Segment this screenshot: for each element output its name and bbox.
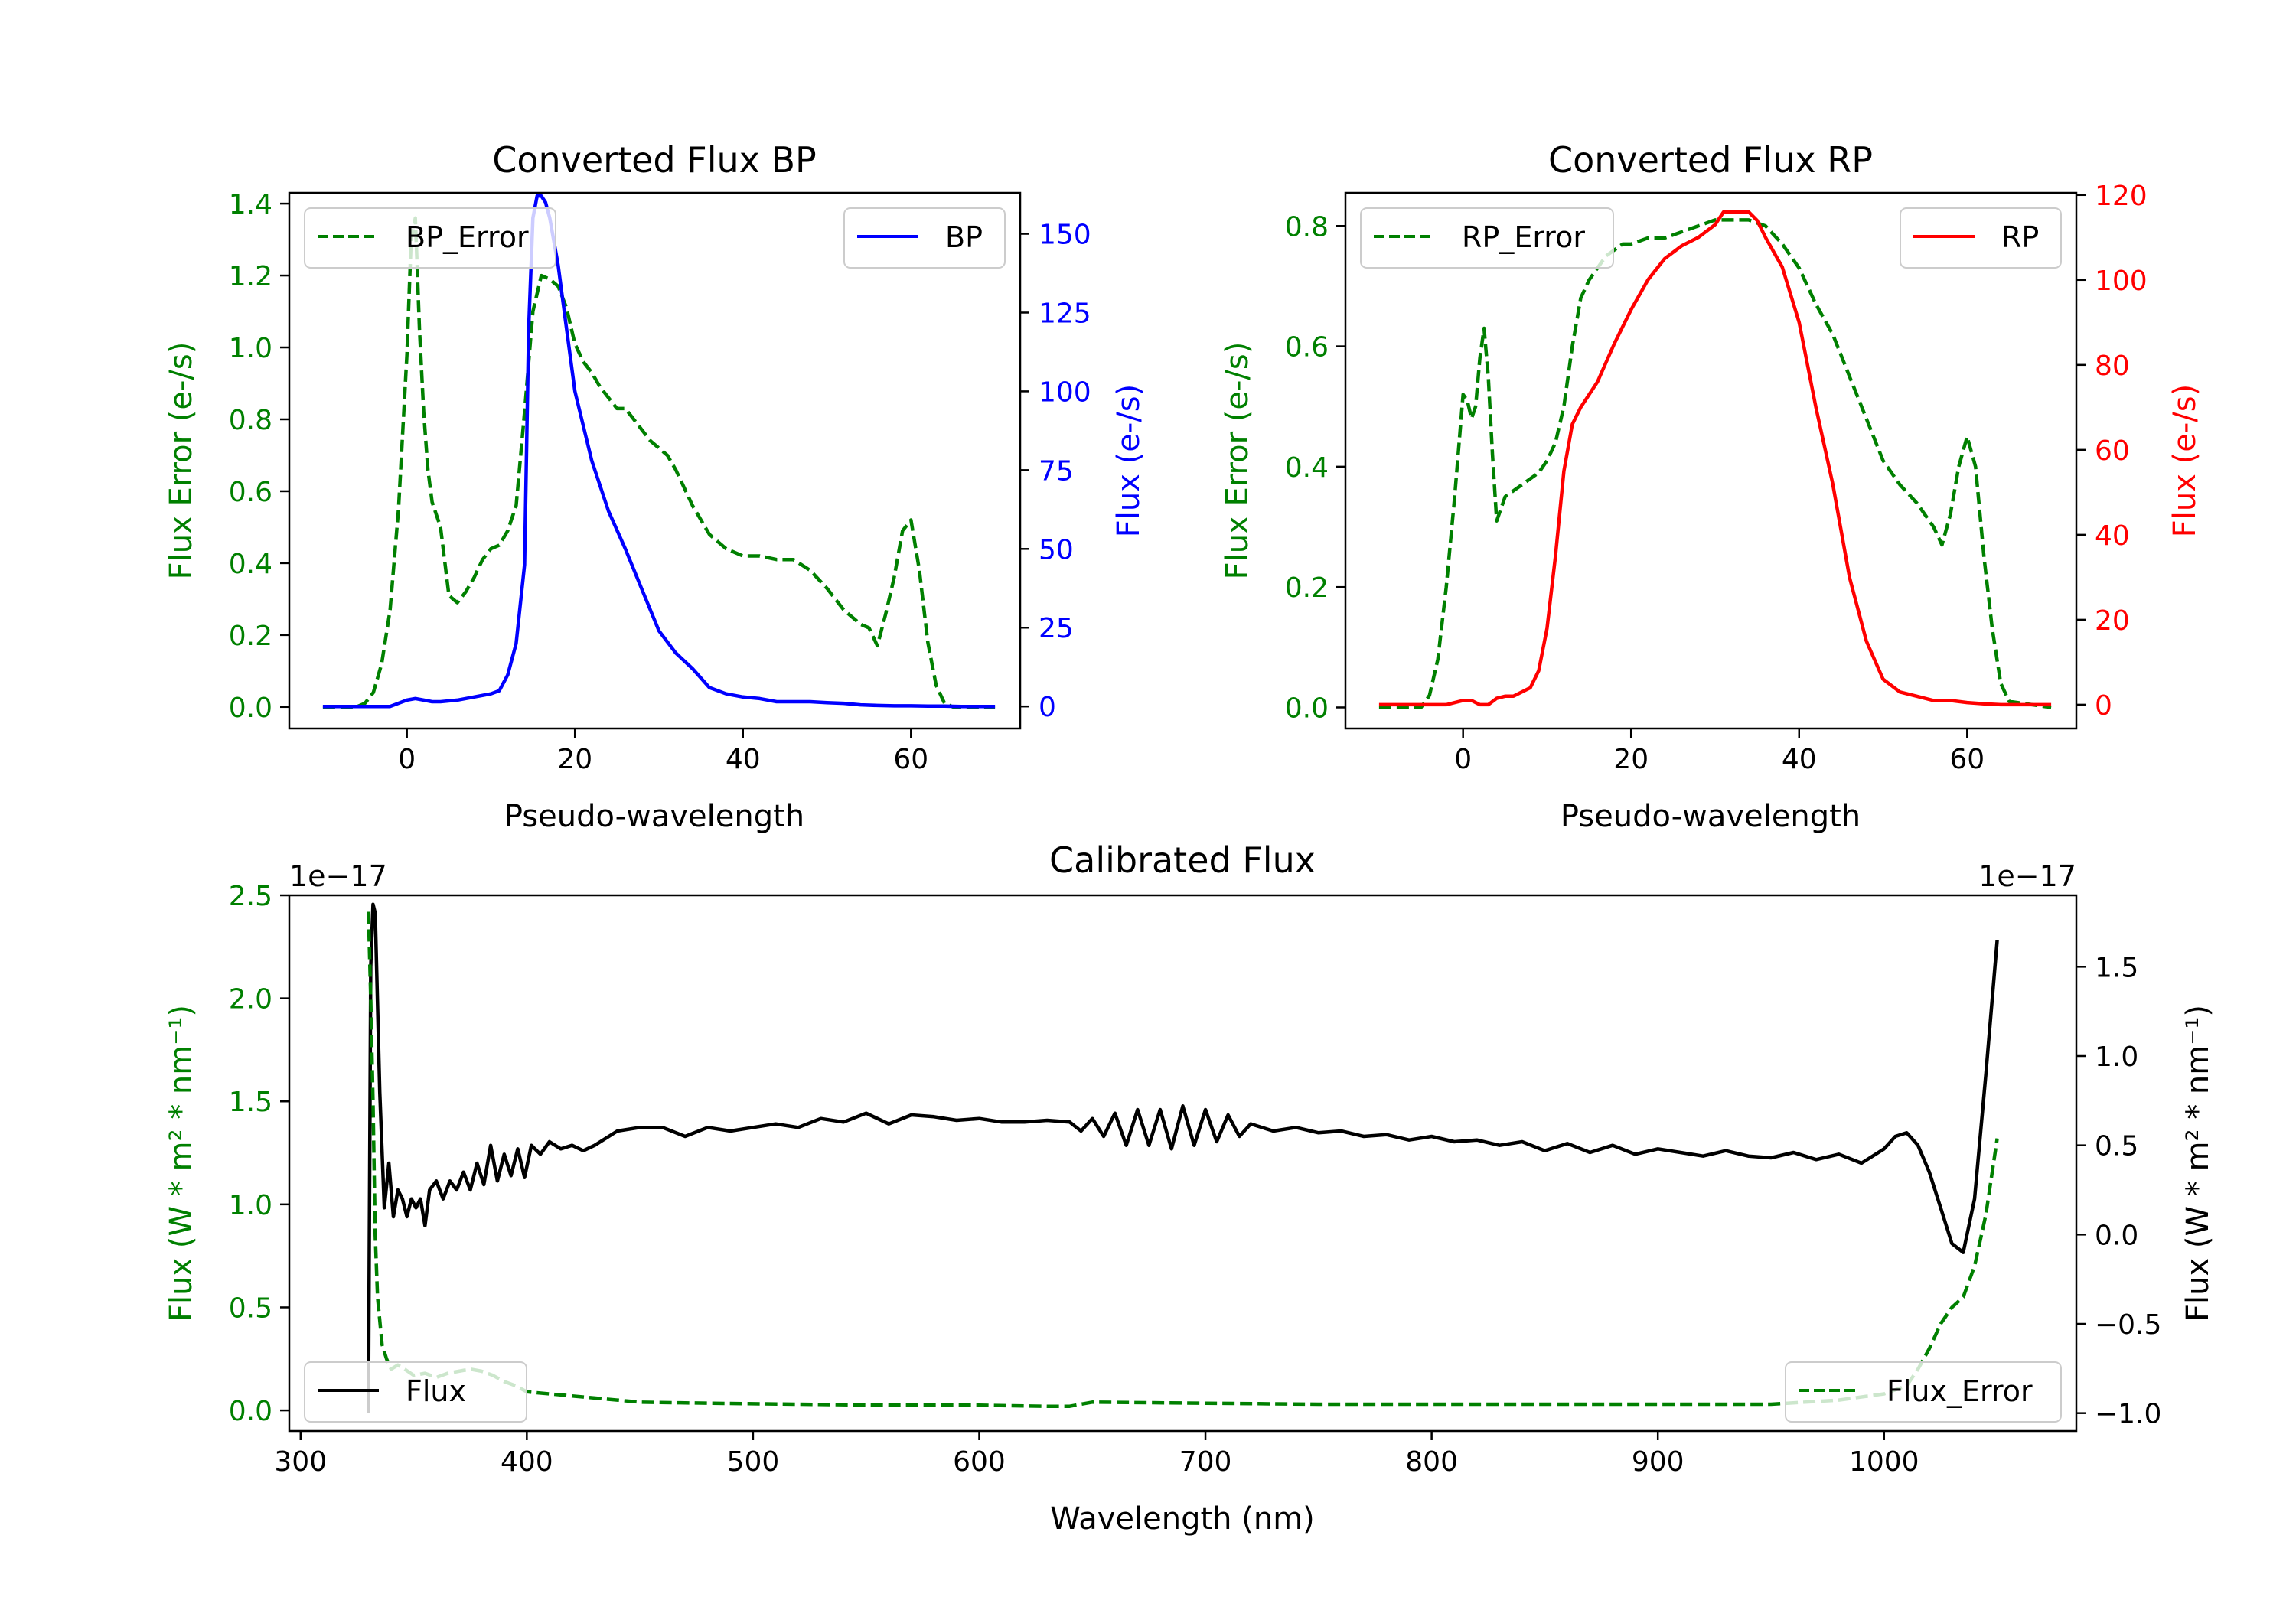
calibrated-x-tick-label: 800	[1405, 1446, 1458, 1478]
calibrated-legend-flux-label: Flux	[406, 1374, 466, 1408]
bp-y-right-tick-label: 25	[1039, 613, 1074, 644]
bp-legend-flux-label: BP	[945, 220, 983, 254]
calibrated-panel: Calibrated Flux 1e−17 1e−17 300 400 500 600…	[164, 839, 2216, 1537]
calibrated-x-tick-label: 300	[274, 1446, 327, 1478]
calibrated-x-tick-label: 1000	[1849, 1446, 1919, 1478]
calibrated-y-right-tick-label: 1.5	[2095, 952, 2138, 983]
rp-y-right-tick-label: 60	[2095, 435, 2130, 467]
bp-x-tick-label: 40	[726, 744, 761, 775]
rp-panel: Converted Flux RP 0 20 40 60 0.0 0.2 0.4 0.6 0.8…	[1220, 139, 2203, 834]
rp-legend-error: RP_Error	[1360, 207, 1614, 269]
rp-series-rp	[1378, 210, 2052, 707]
bp-series-bp	[322, 194, 996, 709]
rp-y-left-tick-label: 0.6	[1285, 332, 1329, 363]
bp-y-right-tick-label: 125	[1039, 298, 1091, 329]
rp-y-left-tick-label: 0.2	[1285, 572, 1329, 604]
bp-y-right-tick-label: 150	[1039, 220, 1091, 251]
calibrated-x-tick-label: 400	[501, 1446, 553, 1478]
rp-frame	[1344, 191, 2078, 730]
rp-y-left-tick-label: 0.0	[1285, 693, 1329, 724]
rp-y-right-tick-label: 20	[2095, 605, 2130, 637]
bp-x-label: Pseudo-wavelength	[504, 799, 804, 834]
rp-y-right-tick-label: 120	[2095, 181, 2148, 212]
bp-y-right-tick-label: 0	[1039, 692, 1056, 723]
calibrated-x-tick-label: 700	[1179, 1446, 1232, 1478]
rp-legend-error-label: RP_Error	[1462, 220, 1585, 254]
calibrated-x-tick-label: 900	[1632, 1446, 1684, 1478]
bp-x-tick-label: 60	[893, 744, 928, 775]
bp-y-left-tick-label: 1.2	[229, 261, 272, 292]
calibrated-y-left-tick-label: 0.0	[229, 1396, 272, 1427]
calibrated-y-left-tick-label: 0.5	[229, 1292, 272, 1324]
bp-y-left-tick-label: 0.0	[229, 693, 272, 724]
bp-legend-flux: BP	[843, 207, 1006, 269]
bp-y-left-tick-label: 0.8	[229, 405, 272, 436]
bp-x-tick-label: 0	[398, 744, 416, 775]
bp-y-left-tick-label: 1.4	[229, 189, 272, 220]
rp-x-tick-label: 0	[1454, 744, 1472, 775]
calibrated-title: Calibrated Flux	[1049, 839, 1316, 881]
calibrated-x-tick-label: 500	[727, 1446, 780, 1478]
calibrated-series-flux	[367, 902, 1999, 1413]
calibrated-y-right-tick-label: −0.5	[2095, 1309, 2161, 1341]
rp-y-right-tick-label: 0	[2095, 690, 2112, 722]
bp-legend-error: BP_Error	[304, 207, 556, 269]
calibrated-series-flux-error	[367, 911, 1999, 1408]
bp-y-label-right: Flux (e-/s)	[1111, 384, 1146, 537]
calibrated-y-left-tick-label: 2.0	[229, 984, 272, 1015]
rp-legend-flux: RP	[1900, 207, 2062, 269]
bp-series-bp-error	[322, 216, 996, 709]
rp-series-rp-error	[1378, 218, 2052, 709]
bp-frame	[288, 191, 1022, 730]
rp-plot-area: 0 20 40 60 0.0 0.2 0.4 0.6 0.8 0 20 40 60 80 100 120	[1285, 181, 2148, 775]
rp-y-left-tick-label: 0.4	[1285, 452, 1329, 484]
rp-x-label: Pseudo-wavelength	[1561, 799, 1861, 834]
rp-y-right-tick-label: 80	[2095, 350, 2130, 382]
bp-panel: Converted Flux BP 0 20 40 60 0.0 0.2 0.4 0.6 0.8…	[164, 139, 1146, 834]
bp-plot-area: 0 20 40 60 0.0 0.2 0.4 0.6 0.8 1.0 1.2 1.4 0 25 50 75 10…	[229, 189, 1091, 775]
calibrated-offset-left: 1e−17	[289, 859, 387, 893]
calibrated-y-right-tick-label: 0.5	[2095, 1131, 2138, 1162]
rp-y-left-tick-label: 0.8	[1285, 211, 1329, 243]
bp-y-right-tick-label: 75	[1039, 455, 1074, 487]
bp-y-left-tick-label: 0.6	[229, 477, 272, 508]
rp-legend-flux-label: RP	[2001, 220, 2039, 254]
calibrated-y-left-tick-label: 1.0	[229, 1190, 272, 1221]
bp-y-left-tick-label: 0.4	[229, 549, 272, 580]
rp-y-label-right: Flux (e-/s)	[2167, 384, 2203, 537]
calibrated-legend-error-label: Flux_Error	[1887, 1374, 2033, 1408]
calibrated-x-tick-label: 600	[953, 1446, 1006, 1478]
calibrated-y-right-tick-label: −1.0	[2095, 1399, 2161, 1430]
calibrated-x-label: Wavelength (nm)	[1050, 1501, 1315, 1537]
bp-title: Converted Flux BP	[492, 139, 817, 181]
rp-y-right-tick-label: 40	[2095, 520, 2130, 552]
rp-x-tick-label: 20	[1613, 744, 1649, 775]
calibrated-y-label-right: Flux (W * m² * nm⁻¹)	[2180, 1005, 2216, 1322]
calibrated-y-right-tick-label: 1.0	[2095, 1041, 2138, 1073]
bp-x-tick-label: 20	[557, 744, 592, 775]
calibrated-offset-right: 1e−17	[1978, 859, 2076, 893]
calibrated-legend-error: Flux_Error	[1785, 1361, 2062, 1423]
rp-x-tick-label: 60	[1949, 744, 1985, 775]
calibrated-y-left-tick-label: 1.5	[229, 1087, 272, 1118]
bp-y-right-tick-label: 100	[1039, 376, 1091, 408]
bp-legend-error-label: BP_Error	[406, 220, 529, 254]
bp-y-label-left: Flux Error (e-/s)	[164, 342, 199, 580]
calibrated-legend-flux: Flux	[304, 1361, 527, 1423]
bp-y-left-tick-label: 0.2	[229, 621, 272, 652]
calibrated-y-label-left: Flux (W * m² * nm⁻¹)	[164, 1005, 199, 1322]
rp-y-right-tick-label: 100	[2095, 266, 2148, 297]
bp-y-right-tick-label: 50	[1039, 534, 1074, 566]
calibrated-y-right-tick-label: 0.0	[2095, 1220, 2138, 1251]
calibrated-y-left-tick-label: 2.5	[229, 881, 272, 912]
rp-x-tick-label: 40	[1782, 744, 1817, 775]
calibrated-frame	[288, 894, 2078, 1433]
rp-y-label-left: Flux Error (e-/s)	[1220, 342, 1255, 580]
bp-y-left-tick-label: 1.0	[229, 333, 272, 364]
rp-title: Converted Flux RP	[1548, 139, 1873, 181]
